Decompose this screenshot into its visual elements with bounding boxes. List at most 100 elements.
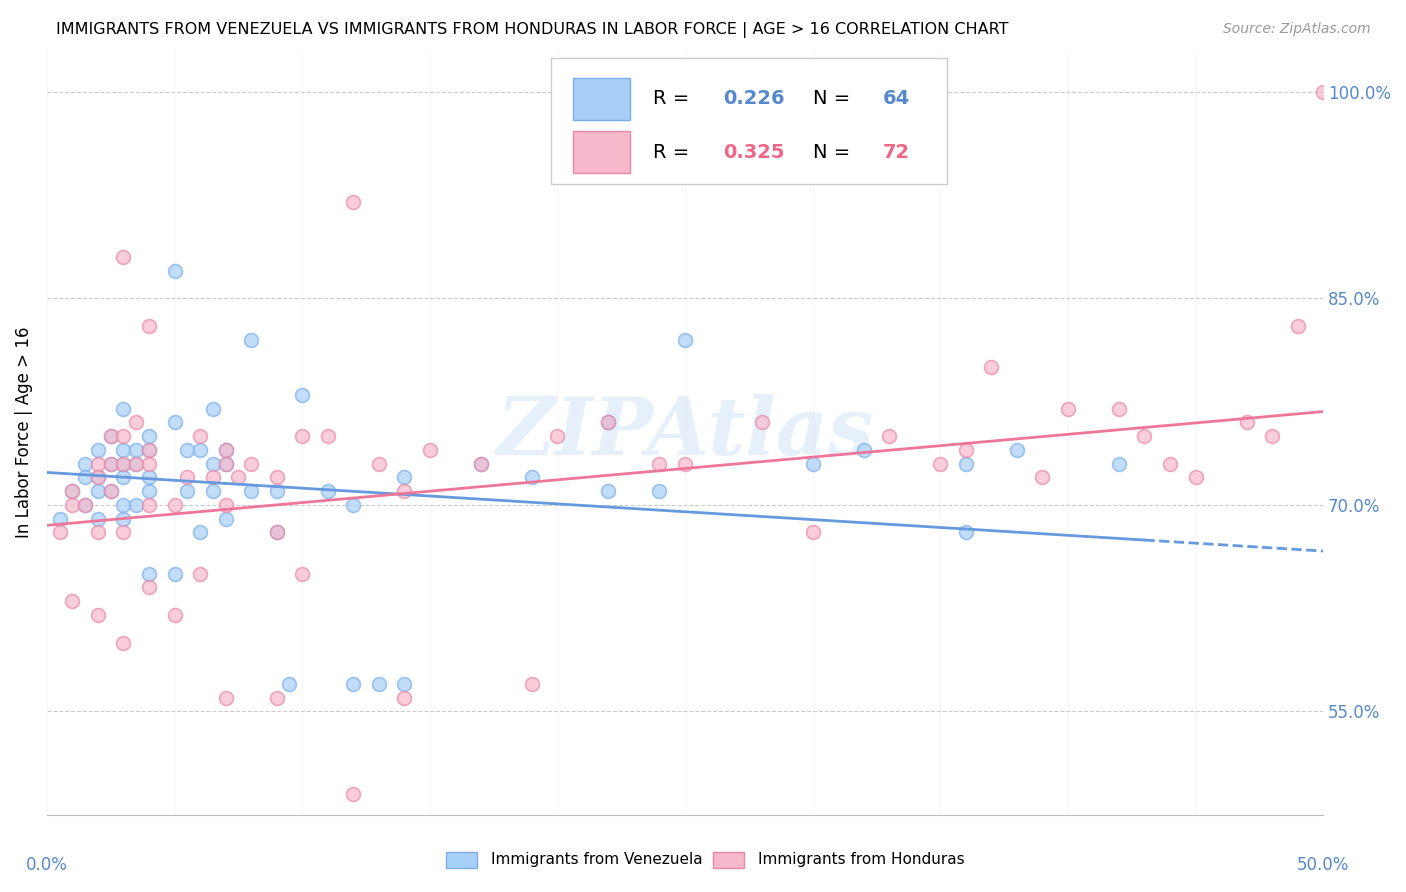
Point bbox=[163, 264, 186, 278]
Point bbox=[214, 498, 236, 512]
Point bbox=[1133, 870, 1156, 884]
Point bbox=[176, 442, 198, 457]
Point bbox=[1057, 401, 1080, 416]
Text: 0.0%: 0.0% bbox=[25, 856, 67, 874]
Text: N =: N = bbox=[813, 89, 856, 108]
Point bbox=[1108, 457, 1130, 471]
Point bbox=[112, 401, 135, 416]
Text: ZIPAtlas: ZIPAtlas bbox=[496, 394, 873, 471]
Point bbox=[266, 470, 288, 484]
Point bbox=[240, 484, 263, 499]
Point bbox=[138, 318, 160, 333]
Point bbox=[394, 484, 416, 499]
Point bbox=[291, 388, 314, 402]
Point bbox=[1159, 457, 1181, 471]
Point bbox=[1031, 470, 1053, 484]
Point bbox=[163, 566, 186, 581]
Point bbox=[100, 429, 122, 443]
Point bbox=[125, 457, 148, 471]
Point bbox=[163, 607, 186, 622]
Point bbox=[188, 429, 211, 443]
Point bbox=[1261, 429, 1284, 443]
Point bbox=[1236, 415, 1258, 429]
Point bbox=[214, 690, 236, 705]
Point bbox=[1286, 318, 1309, 333]
Point bbox=[394, 677, 416, 691]
Point bbox=[751, 415, 773, 429]
Text: 0.226: 0.226 bbox=[723, 89, 785, 108]
Point bbox=[87, 484, 110, 499]
Point bbox=[394, 690, 416, 705]
Point bbox=[138, 581, 160, 595]
Text: Immigrants from Venezuela: Immigrants from Venezuela bbox=[491, 853, 703, 867]
Point bbox=[163, 415, 186, 429]
Point bbox=[62, 594, 84, 608]
Point bbox=[266, 484, 288, 499]
Point bbox=[1133, 429, 1156, 443]
Point bbox=[188, 566, 211, 581]
Point bbox=[291, 429, 314, 443]
Point bbox=[955, 525, 977, 540]
Text: R =: R = bbox=[654, 143, 696, 161]
Point bbox=[266, 525, 288, 540]
Point bbox=[62, 498, 84, 512]
Point bbox=[138, 442, 160, 457]
Point bbox=[520, 470, 543, 484]
Point bbox=[673, 333, 696, 347]
Point bbox=[316, 484, 339, 499]
Point bbox=[125, 442, 148, 457]
Point bbox=[214, 511, 236, 525]
Point bbox=[929, 457, 952, 471]
Point bbox=[1005, 442, 1028, 457]
Point bbox=[112, 470, 135, 484]
Point bbox=[138, 566, 160, 581]
Point bbox=[87, 607, 110, 622]
Point bbox=[75, 457, 97, 471]
Text: Source: ZipAtlas.com: Source: ZipAtlas.com bbox=[1223, 22, 1371, 37]
Y-axis label: In Labor Force | Age > 16: In Labor Force | Age > 16 bbox=[15, 326, 32, 539]
Point bbox=[112, 511, 135, 525]
Point bbox=[316, 429, 339, 443]
Point bbox=[100, 457, 122, 471]
Point bbox=[138, 457, 160, 471]
Point bbox=[163, 498, 186, 512]
Point bbox=[75, 498, 97, 512]
Point bbox=[201, 401, 224, 416]
Point bbox=[62, 484, 84, 499]
Point bbox=[87, 511, 110, 525]
Point bbox=[546, 429, 568, 443]
Point bbox=[100, 457, 122, 471]
Text: 0.325: 0.325 bbox=[723, 143, 785, 161]
Point bbox=[470, 457, 492, 471]
Point bbox=[100, 429, 122, 443]
Point bbox=[214, 457, 236, 471]
Point bbox=[125, 415, 148, 429]
Point bbox=[673, 457, 696, 471]
Point bbox=[278, 677, 301, 691]
Point bbox=[419, 442, 441, 457]
Point bbox=[520, 677, 543, 691]
Point bbox=[266, 690, 288, 705]
FancyBboxPatch shape bbox=[713, 852, 744, 868]
Point bbox=[214, 442, 236, 457]
Point bbox=[470, 457, 492, 471]
Point bbox=[228, 470, 250, 484]
Point bbox=[138, 470, 160, 484]
Point bbox=[188, 442, 211, 457]
Point bbox=[1312, 85, 1334, 99]
Point bbox=[673, 870, 696, 884]
Point bbox=[112, 442, 135, 457]
Point bbox=[367, 855, 389, 870]
Point bbox=[201, 484, 224, 499]
Point bbox=[138, 429, 160, 443]
Point bbox=[367, 457, 389, 471]
Point bbox=[955, 457, 977, 471]
Point bbox=[240, 333, 263, 347]
Point bbox=[201, 457, 224, 471]
Point bbox=[87, 442, 110, 457]
Point bbox=[138, 442, 160, 457]
Point bbox=[201, 470, 224, 484]
Point bbox=[87, 470, 110, 484]
Point bbox=[342, 677, 364, 691]
Point bbox=[648, 484, 671, 499]
